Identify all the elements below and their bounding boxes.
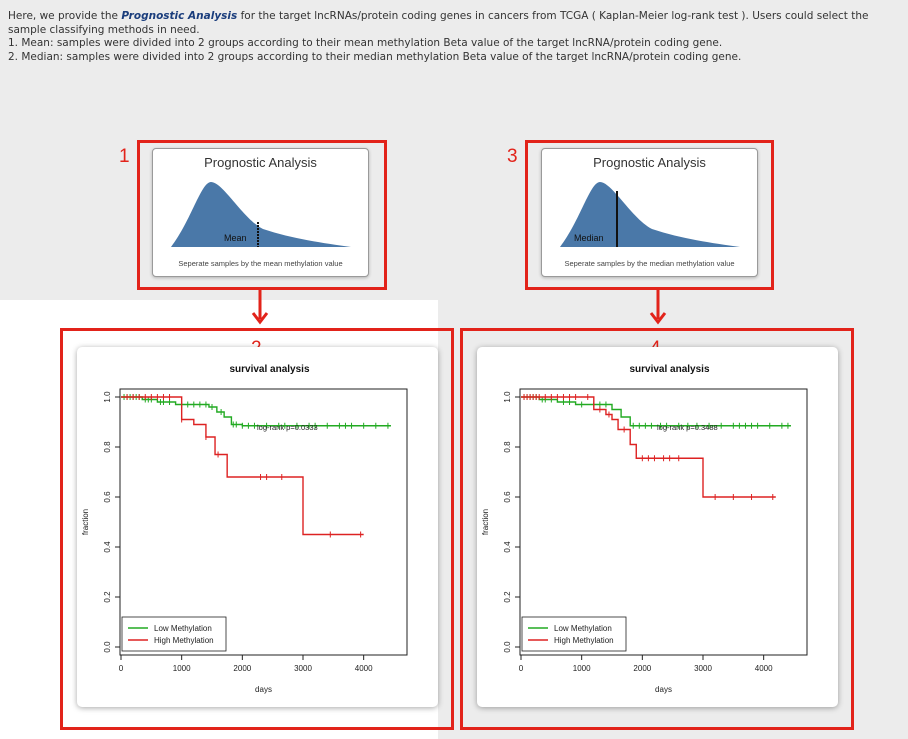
distribution-graphic [171,182,351,247]
x-tick-label: 1000 [573,664,591,673]
y-tick-label: 0.0 [103,641,112,653]
survival-plot-median: survival analysis 0 1000 2000 3000 4000 0.0 0.2… [477,347,838,707]
step-number-1: 1 [119,146,130,167]
survival-line-high [521,396,776,498]
y-tick-label: 0.4 [103,541,112,553]
highlight-box-result-mean [60,328,454,730]
x-axis-label: days [255,685,272,694]
legend-label: High Methylation [554,636,614,645]
x-tick-label: 4000 [755,664,773,673]
arrow-down-icon [649,289,667,325]
intro-median-line: 2. Median: samples were divided into 2 g… [8,50,742,63]
chart-title: survival analysis [229,364,309,375]
distribution-curve [171,182,351,247]
intro-text: Here, we provide the Prognostic Analysis… [8,10,903,64]
x-tick-label: 2000 [233,664,251,673]
x-tick-label: 3000 [294,664,312,673]
intro-mean-line: 1. Mean: samples were divided into 2 gro… [8,37,723,49]
intro-highlight[interactable]: Prognostic Analysis [121,10,238,22]
card-mean-caption: Seperate samples by the mean methylation… [178,259,343,268]
legend-label: Low Methylation [154,624,212,633]
highlight-box-mean [137,140,387,290]
y-tick-label: 0.2 [103,591,112,603]
x-tick-label: 3000 [694,664,712,673]
card-median-method[interactable]: Prognostic Analysis Median Seperate samp… [541,148,758,277]
card-mean-title: Prognostic Analysis [204,155,317,170]
legend-label: Low Methylation [554,624,612,633]
y-tick-label: 0.8 [503,441,512,453]
chart-title: survival analysis [629,364,709,375]
highlight-box-median [525,140,774,290]
survival-chart-mean: survival analysis 0 1000 2000 3000 4000 0.0 0.2… [81,364,408,694]
legend-label: High Methylation [154,636,214,645]
x-tick-label: 2000 [633,664,651,673]
y-tick-label: 0.2 [503,591,512,603]
survival-plot-mean: survival analysis 0 1000 2000 3000 4000 0.0 0.2… [77,347,438,707]
highlight-box-result-median [460,328,854,730]
x-tick-label: 1000 [173,664,191,673]
log-rank-annotation: log-rank p=0.3488 [657,423,718,432]
intro-suffix: for the target lncRNAs/protein coding ge… [8,10,869,36]
survival-line-low [521,396,791,427]
intro-prefix: Here, we provide the [8,10,122,22]
y-tick-label: 0.0 [503,641,512,653]
x-axis-label: days [655,685,672,694]
card-median-label: Median [574,233,604,243]
y-tick-label: 0.8 [103,441,112,453]
step-number-3: 3 [507,146,518,167]
distribution-curve [560,182,740,247]
y-tick-label: 0.4 [503,541,512,553]
card-median-caption: Seperate samples by the median methylati… [564,259,735,268]
card-mean-method[interactable]: Prognostic Analysis Mean Seperate sample… [152,148,369,277]
log-rank-annotation: log-rank p=0.0333 [257,423,318,432]
y-axis-label: fraction [481,509,490,535]
y-tick-label: 0.6 [103,491,112,503]
card-mean-label: Mean [224,233,247,243]
x-tick-label: 4000 [355,664,373,673]
y-tick-label: 0.6 [503,491,512,503]
legend-box [121,616,227,652]
arrow-down-icon [251,289,269,325]
y-tick-label: 1.0 [503,391,512,403]
survival-line-high [121,396,364,536]
card-median-title: Prognostic Analysis [593,155,706,170]
x-tick-label: 0 [519,664,524,673]
plot-frame [519,388,808,656]
survival-line-low [121,396,391,427]
legend-box [521,616,627,652]
distribution-graphic [560,182,740,247]
survival-chart-median: survival analysis 0 1000 2000 3000 4000 0.0 0.2… [481,364,808,694]
y-tick-label: 1.0 [103,391,112,403]
plot-frame [119,388,408,656]
x-tick-label: 0 [119,664,124,673]
y-axis-label: fraction [81,509,90,535]
